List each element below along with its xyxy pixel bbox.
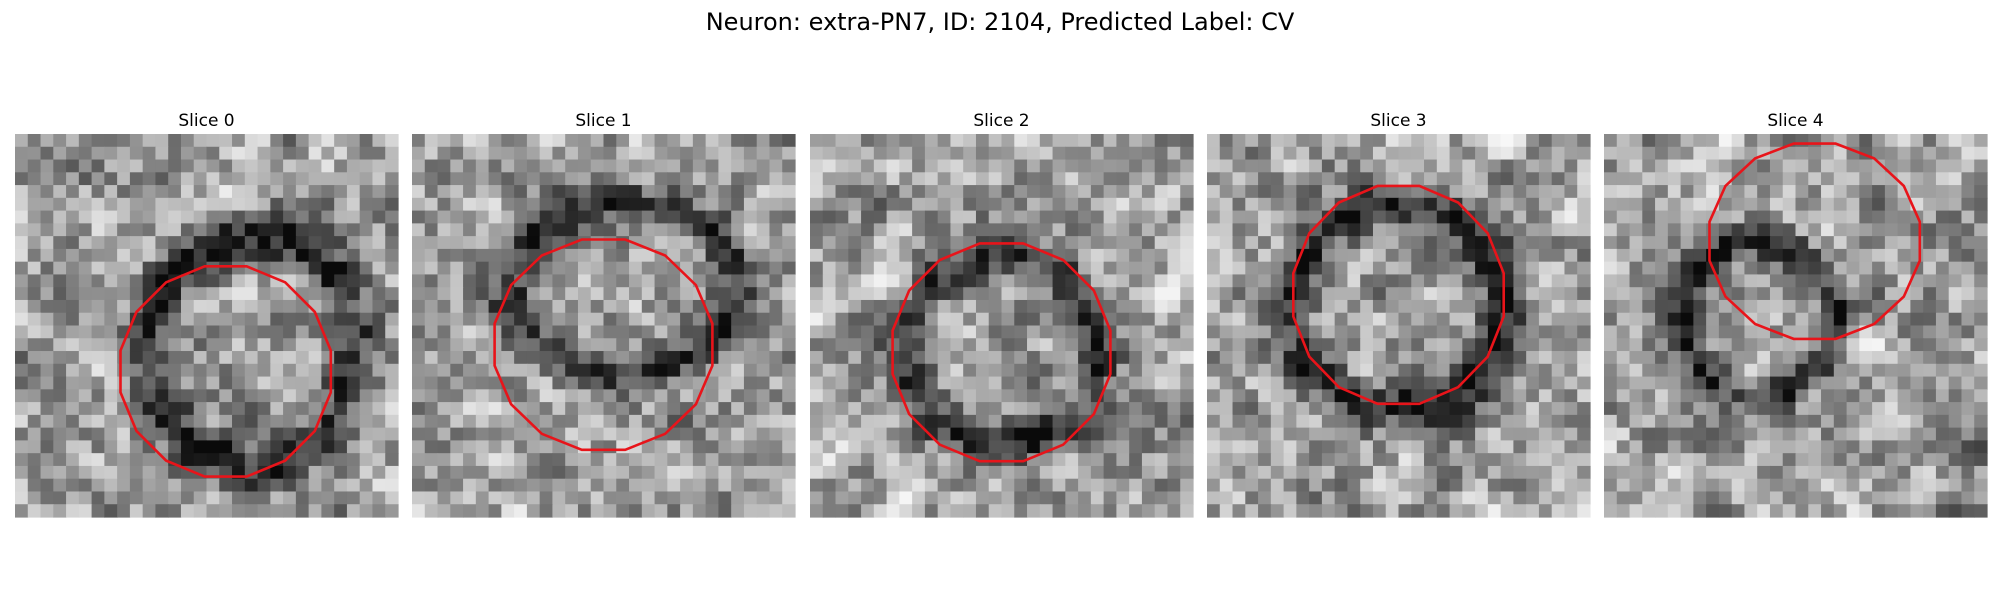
panels: Slice 0 Slice 1 Slice 2 Slice 3 Slice 4 bbox=[15, 111, 1988, 518]
micrograph-image bbox=[810, 134, 1194, 518]
slice-panel: Slice 0 bbox=[15, 111, 399, 518]
slice-title: Slice 4 bbox=[1767, 111, 1823, 131]
slice-panel: Slice 2 bbox=[810, 111, 1194, 518]
segmentation-contour bbox=[1292, 184, 1505, 406]
slice-panel: Slice 3 bbox=[1207, 111, 1591, 518]
slice-title: Slice 3 bbox=[1370, 111, 1426, 131]
segmentation-contour bbox=[119, 264, 333, 478]
segmentation-contour bbox=[1708, 142, 1922, 341]
micrograph-image bbox=[1604, 134, 1988, 518]
figure-title: Neuron: extra-PN7, ID: 2104, Predicted L… bbox=[706, 8, 1295, 36]
micrograph-image bbox=[15, 134, 399, 518]
slice-title: Slice 1 bbox=[575, 111, 631, 131]
slice-panel: Slice 1 bbox=[412, 111, 796, 518]
slice-title: Slice 2 bbox=[973, 111, 1029, 131]
slice-title: Slice 0 bbox=[178, 111, 234, 131]
segmentation-contour bbox=[891, 242, 1112, 463]
slice-panel: Slice 4 bbox=[1604, 111, 1988, 518]
micrograph-image bbox=[412, 134, 796, 518]
segmentation-contour bbox=[493, 238, 714, 452]
micrograph-image bbox=[1207, 134, 1591, 518]
